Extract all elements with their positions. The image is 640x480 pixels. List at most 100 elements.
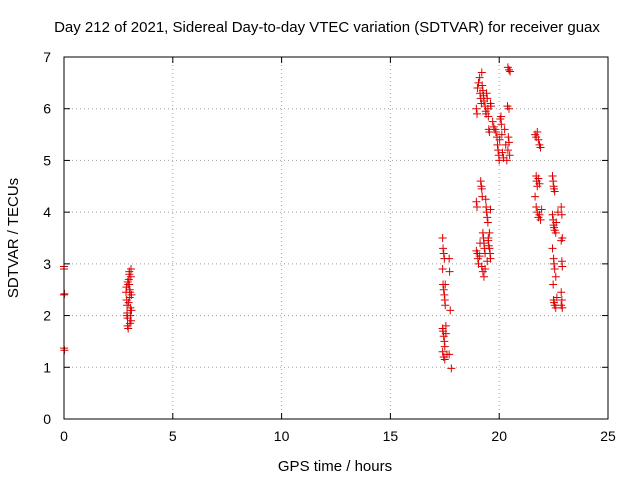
x-tick-label: 15 (383, 428, 399, 444)
data-point (557, 296, 566, 305)
data-point (445, 267, 454, 276)
grid-lines (64, 57, 608, 419)
data-point (124, 298, 133, 307)
data-point (506, 67, 515, 76)
data-point (493, 140, 502, 149)
data-point (552, 218, 561, 227)
y-tick-label: 7 (43, 49, 51, 65)
data-point (439, 244, 448, 253)
data-point (503, 146, 512, 155)
data-point (497, 130, 506, 139)
data-point (475, 73, 484, 82)
data-point (125, 280, 134, 289)
data-point (439, 249, 448, 258)
data-point (531, 192, 540, 201)
data-point (483, 257, 492, 266)
data-point (550, 265, 559, 274)
plot-frame (63, 56, 609, 420)
data-point (445, 254, 454, 263)
data-point (127, 265, 136, 274)
data-point (477, 68, 486, 77)
data-point (557, 210, 566, 219)
data-point (438, 347, 447, 356)
data-point (447, 364, 456, 373)
data-point (472, 197, 481, 206)
data-point (552, 293, 561, 302)
data-point (550, 259, 559, 268)
x-tick-label: 10 (274, 428, 290, 444)
data-point (475, 252, 484, 261)
data-point (551, 272, 560, 281)
data-point (438, 234, 447, 242)
data-point (481, 195, 490, 204)
data-point (534, 174, 543, 183)
data-point (500, 125, 509, 134)
data-point (483, 218, 492, 227)
data-point (125, 319, 134, 328)
x-tick-label: 5 (169, 428, 177, 444)
data-point (534, 135, 543, 144)
data-point (478, 81, 487, 90)
y-tick-label: 5 (43, 152, 51, 168)
data-point (557, 236, 566, 245)
data-point (127, 306, 136, 315)
data-point (495, 135, 504, 144)
data-point (124, 324, 133, 333)
x-tick-label: 25 (600, 428, 616, 444)
data-point (484, 112, 493, 121)
y-tick-label: 1 (43, 359, 51, 375)
data-point (472, 246, 481, 255)
y-tick-label: 3 (43, 256, 51, 272)
data-point (441, 321, 450, 330)
data-point (126, 272, 135, 281)
data-point (473, 109, 482, 118)
data-point (537, 205, 546, 214)
data-point (548, 171, 557, 180)
data-point (504, 65, 513, 74)
data-point (476, 177, 485, 186)
data-point (548, 210, 557, 219)
data-point (558, 262, 567, 271)
data-point (557, 301, 566, 310)
y-tick-label: 2 (43, 308, 51, 324)
data-point (441, 301, 450, 310)
chart-title: Day 212 of 2021, Sidereal Day-to-day VTE… (54, 19, 600, 36)
data-point (504, 133, 513, 142)
x-tick-label: 0 (60, 428, 68, 444)
axis-ticks: 0 5 10 15 20 25 0 1 2 3 4 5 6 7 (43, 49, 616, 444)
data-point (504, 104, 513, 113)
data-point (535, 179, 544, 188)
data-point (440, 342, 449, 351)
data-point (126, 288, 135, 297)
data-point (533, 127, 542, 136)
data-point (498, 148, 507, 157)
data-point (536, 143, 545, 152)
data-point (494, 146, 503, 155)
data-point (473, 84, 482, 93)
data-point (483, 213, 492, 222)
data-point (497, 120, 506, 129)
data-point (495, 156, 504, 165)
data-point (438, 265, 447, 274)
data-point (550, 187, 559, 196)
data-point (549, 280, 558, 289)
data-point (122, 311, 131, 320)
data-point (476, 239, 485, 248)
data-point (472, 104, 481, 113)
y-tick-label: 4 (43, 204, 51, 220)
data-point (502, 156, 511, 165)
data-point (532, 202, 541, 211)
y-tick-label: 0 (43, 411, 51, 427)
data-point (441, 280, 450, 289)
data-point (486, 205, 495, 214)
x-tick-label: 20 (491, 428, 507, 444)
data-point (481, 265, 490, 274)
data-point (488, 117, 497, 126)
data-point (485, 228, 494, 237)
data-point (504, 138, 513, 147)
data-point (483, 94, 492, 103)
data-point (496, 112, 505, 121)
data-point (505, 151, 514, 160)
